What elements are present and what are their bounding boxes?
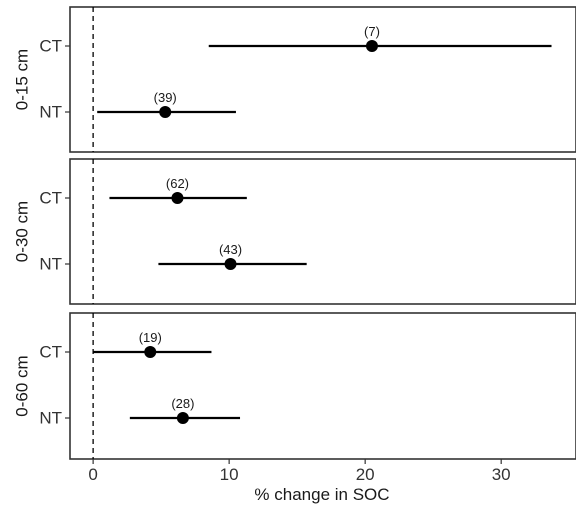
point-estimate	[365, 40, 378, 52]
point-estimate	[159, 106, 172, 118]
sample-size-label: (62)	[166, 176, 189, 191]
point-estimate	[176, 412, 189, 424]
sample-size-label: (19)	[139, 330, 162, 345]
sample-size-label: (28)	[171, 396, 194, 411]
y-tick-label: CT	[39, 343, 62, 362]
facet-label: 0-15 cm	[13, 49, 32, 110]
y-tick-label: CT	[39, 189, 62, 208]
sample-size-label: (43)	[219, 242, 242, 257]
x-tick-label: 20	[356, 465, 375, 484]
facet-label: 0-30 cm	[13, 201, 32, 262]
sample-size-label: (39)	[154, 90, 177, 105]
point-estimate	[224, 258, 237, 270]
facet-panel	[69, 158, 576, 305]
x-tick-label: 0	[88, 465, 97, 484]
y-tick-label: NT	[39, 103, 62, 122]
y-tick-label: CT	[39, 37, 62, 56]
x-axis-title: % change in SOC	[254, 485, 389, 504]
facet-panel	[69, 312, 576, 460]
y-tick-label: NT	[39, 409, 62, 428]
x-tick-label: 30	[492, 465, 511, 484]
facet-label: 0-60 cm	[13, 355, 32, 416]
x-tick-label: 10	[220, 465, 239, 484]
sample-size-label: (7)	[364, 24, 380, 39]
facet-panel	[69, 6, 576, 153]
y-tick-label: NT	[39, 255, 62, 274]
point-estimate	[144, 346, 157, 358]
point-estimate	[171, 192, 184, 204]
